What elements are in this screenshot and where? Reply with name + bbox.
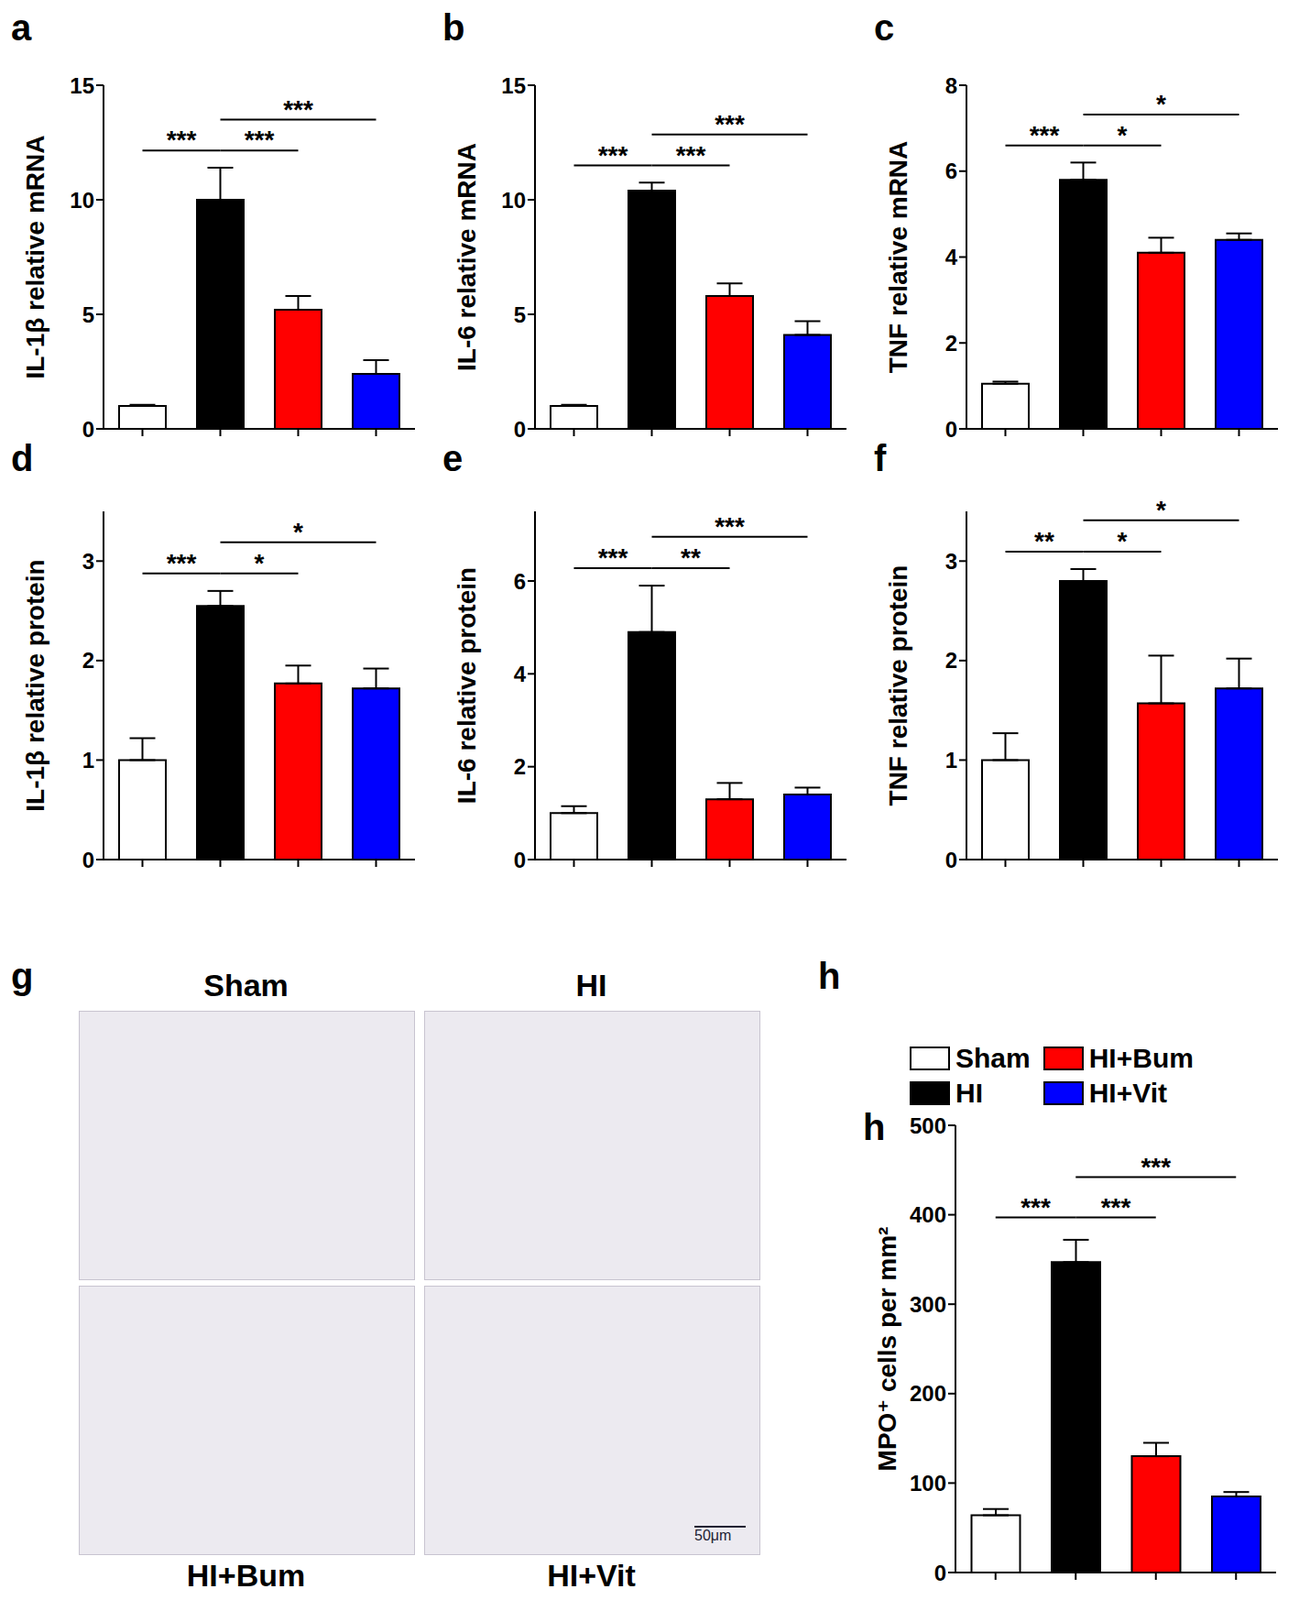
- svg-text:*: *: [1117, 120, 1128, 150]
- html-text:HI+Vit: HI+Vit: [1088, 1077, 1168, 1108]
- html-text:HI+Bum: HI+Bum: [186, 1557, 306, 1593]
- svg-text:TNF relative protein: TNF relative protein: [884, 565, 913, 807]
- svg-text:3: 3: [82, 548, 95, 574]
- svg-text:***: ***: [166, 125, 197, 154]
- svg-text:2: 2: [945, 330, 958, 356]
- svg-text:300: 300: [909, 1291, 947, 1317]
- svg-text:*: *: [1156, 495, 1167, 524]
- svg-text:IL-6 relative mRNA: IL-6 relative mRNA: [452, 142, 481, 372]
- svg-text:**: **: [1034, 526, 1055, 556]
- svg-text:***: ***: [1029, 120, 1060, 150]
- svg-text:***: ***: [244, 125, 275, 154]
- svg-text:1: 1: [82, 747, 95, 773]
- svg-text:IL-1β relative protein: IL-1β relative protein: [21, 558, 50, 811]
- svg-text:0: 0: [513, 416, 526, 442]
- svg-text:2: 2: [513, 753, 526, 779]
- svg-text:6: 6: [513, 568, 526, 594]
- html-text:50μm: 50μm: [694, 1527, 732, 1543]
- svg-text:***: ***: [598, 141, 629, 170]
- html-text:h: h: [862, 1106, 886, 1147]
- html-text:Sham: Sham: [203, 967, 289, 1003]
- svg-text:2: 2: [82, 647, 95, 673]
- html-text:g: g: [10, 955, 34, 996]
- svg-text:IL-6 relative protein: IL-6 relative protein: [452, 567, 481, 804]
- svg-text:***: ***: [714, 512, 745, 541]
- svg-text:5: 5: [513, 302, 526, 328]
- svg-text:5: 5: [82, 302, 95, 328]
- svg-text:4: 4: [513, 661, 527, 687]
- html-text:a: a: [10, 7, 32, 48]
- svg-text:***: ***: [283, 95, 314, 124]
- html-text:d: d: [10, 437, 34, 479]
- svg-text:MPO⁺ cells per mm²: MPO⁺ cells per mm²: [873, 1226, 902, 1472]
- svg-text:0: 0: [945, 847, 958, 873]
- svg-text:0: 0: [934, 1560, 947, 1585]
- svg-text:***: ***: [676, 141, 707, 170]
- svg-text:10: 10: [501, 187, 526, 213]
- svg-text:*: *: [293, 517, 304, 546]
- html-text:b: b: [442, 7, 465, 48]
- svg-text:***: ***: [598, 543, 629, 572]
- svg-text:10: 10: [69, 187, 95, 213]
- html-text:e: e: [442, 437, 463, 479]
- svg-text:500: 500: [909, 1113, 947, 1138]
- svg-text:***: ***: [1140, 1152, 1171, 1181]
- html-text:HI: HI: [575, 967, 607, 1003]
- svg-text:0: 0: [513, 847, 526, 873]
- svg-text:400: 400: [909, 1201, 947, 1227]
- svg-text:100: 100: [909, 1470, 947, 1496]
- svg-text:**: **: [680, 543, 701, 572]
- svg-text:***: ***: [1101, 1192, 1132, 1222]
- svg-text:0: 0: [945, 416, 958, 442]
- svg-text:4: 4: [945, 244, 959, 270]
- svg-text:IL-1β relative mRNA: IL-1β relative mRNA: [21, 134, 50, 379]
- svg-text:*: *: [1156, 89, 1167, 119]
- svg-text:6: 6: [945, 158, 958, 184]
- svg-text:15: 15: [501, 73, 526, 99]
- html-text:HI+Vit: HI+Vit: [547, 1557, 636, 1593]
- svg-text:*: *: [1117, 526, 1128, 556]
- html-text:HI+Bum: HI+Bum: [1088, 1042, 1194, 1073]
- svg-text:15: 15: [69, 73, 95, 99]
- svg-text:***: ***: [1020, 1192, 1051, 1222]
- svg-text:***: ***: [166, 548, 197, 578]
- html-text:HI: HI: [955, 1077, 983, 1108]
- html-text:f: f: [873, 437, 887, 479]
- svg-text:2: 2: [945, 647, 958, 673]
- svg-text:TNF relative mRNA: TNF relative mRNA: [884, 141, 913, 374]
- svg-text:3: 3: [945, 548, 958, 574]
- svg-text:*: *: [254, 548, 265, 578]
- html-text:h: h: [818, 955, 841, 996]
- html-text:Sham: Sham: [955, 1042, 1031, 1073]
- svg-text:1: 1: [945, 747, 958, 773]
- svg-text:***: ***: [714, 109, 745, 139]
- svg-text:200: 200: [909, 1380, 947, 1406]
- html-text:c: c: [873, 7, 895, 48]
- svg-text:8: 8: [945, 73, 958, 99]
- svg-text:0: 0: [82, 416, 95, 442]
- svg-text:0: 0: [82, 847, 95, 873]
